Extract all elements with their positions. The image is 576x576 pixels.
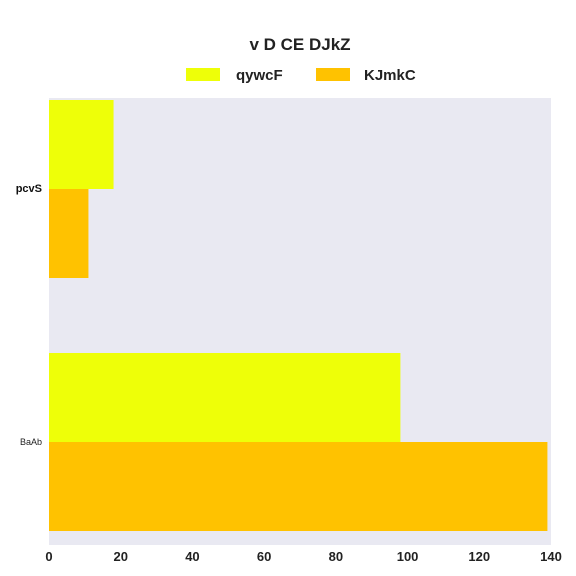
x-tick-label: 0 — [45, 549, 52, 564]
x-tick-label: 120 — [468, 549, 490, 564]
bar-BaAb-KJmkC — [49, 442, 548, 531]
x-axis-ticks: 0 20 40 60 80 100 120 140 — [45, 549, 561, 564]
y-category-label: BaAb — [20, 437, 42, 447]
legend-label-qywcF: qywcF — [236, 67, 283, 84]
x-tick-label: 40 — [185, 549, 199, 564]
bar-pcvS-qywcF — [49, 100, 114, 189]
bars-group — [49, 100, 548, 531]
y-category-label: pcvS — [16, 183, 42, 195]
x-tick-label: 100 — [397, 549, 419, 564]
legend-swatch-qywcF — [186, 68, 220, 81]
x-tick-label: 60 — [257, 549, 271, 564]
legend-label-KJmkC: KJmkC — [364, 67, 416, 84]
x-tick-label: 80 — [329, 549, 343, 564]
bar-pcvS-KJmkC — [49, 189, 89, 278]
bar-BaAb-qywcF — [49, 353, 401, 442]
legend: qywcF KJmkC — [186, 67, 416, 84]
legend-swatch-KJmkC — [316, 68, 350, 81]
y-axis-categories: pcvS BaAb — [16, 183, 42, 447]
x-tick-label: 20 — [113, 549, 127, 564]
chart-title: v D CE DJkZ — [249, 35, 350, 54]
x-tick-label: 140 — [540, 549, 562, 564]
